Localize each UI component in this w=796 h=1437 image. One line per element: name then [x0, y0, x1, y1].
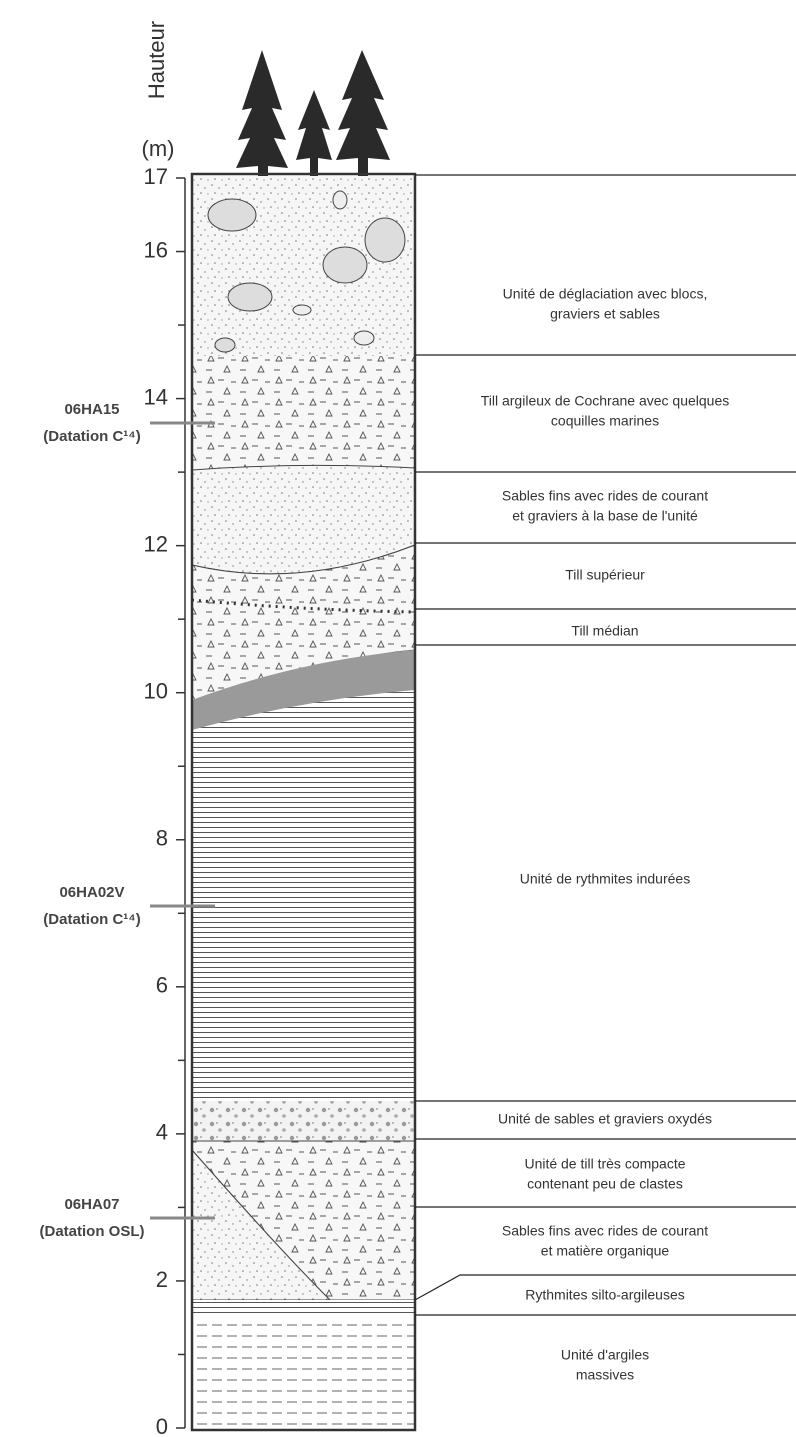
trees [236, 50, 390, 178]
unit-label: Unité de rythmites indurées [520, 871, 690, 887]
sample-id: 06HA15 [64, 401, 119, 418]
tick-label: 10 [144, 679, 168, 704]
tick-label: 0 [156, 1414, 168, 1437]
unit-label: Unité de déglaciation avec blocs, [503, 286, 708, 302]
unit-label: Till médian [571, 623, 638, 639]
sample-id: 06HA07 [64, 1196, 119, 1213]
tick-label: 4 [156, 1120, 168, 1145]
sample-method: (Datation OSL) [40, 1223, 145, 1240]
unit-label: et matière organique [541, 1243, 670, 1259]
tick-label: 16 [144, 237, 168, 262]
axis-label: Hauteur [144, 21, 169, 99]
sample-id: 06HA02V [59, 884, 124, 901]
tick-label: 8 [156, 826, 168, 851]
unit-label: graviers et sables [550, 306, 660, 322]
unit-label: et graviers à la base de l'unité [512, 508, 698, 524]
unit-label: contenant peu de clastes [527, 1176, 683, 1192]
unit-label: Sables fins avec rides de courant [502, 1223, 708, 1239]
unit-label: Sables fins avec rides de courant [502, 488, 708, 504]
unit-label: Till argileux de Cochrane avec quelques [481, 393, 730, 409]
tick-label: 2 [156, 1267, 168, 1292]
sample-method: (Datation C¹⁴) [43, 428, 140, 445]
column-fill [190, 172, 417, 1432]
axis-unit: (m) [142, 136, 175, 161]
unit-label: Till supérieur [565, 567, 645, 583]
tick-label: 14 [144, 384, 168, 409]
tick-label: 12 [144, 531, 168, 556]
unit-label: Unité de sables et graviers oxydés [498, 1111, 712, 1127]
unit-boundaries [414, 174, 796, 1316]
unit-label: Unité de till très compacte [524, 1156, 685, 1172]
tick-label: 6 [156, 973, 168, 998]
unit-label: massives [576, 1367, 634, 1383]
unit-label: Unité d'argiles [561, 1347, 649, 1363]
unit-label: Rythmites silto-argileuses [525, 1287, 685, 1303]
tick-label: 17 [144, 164, 168, 189]
sample-method: (Datation C¹⁴) [43, 911, 140, 928]
unit-label: coquilles marines [551, 413, 659, 429]
